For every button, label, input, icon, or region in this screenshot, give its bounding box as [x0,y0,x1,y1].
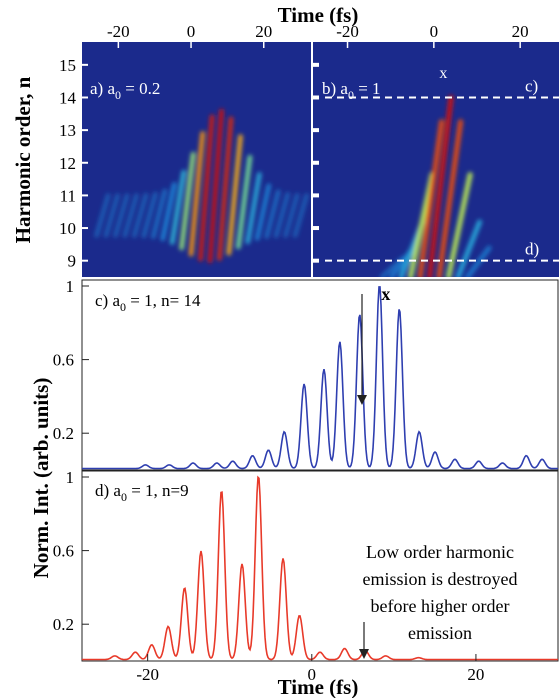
annotation-line-3: before higher order [371,596,510,616]
heatmap-b-streak [455,219,483,277]
heatmap-b-streak [427,94,454,277]
bottom-axis-title: Time (fs) [278,675,359,698]
heatmap-a-streak [217,116,234,261]
heatmap-a-streak [150,188,168,240]
panel-a-heatmap: -20 0 20 9 10 11 12 13 14 15 a) a0 = 0.2 [59,22,311,277]
panel-a-left-tick-label: 9 [68,252,77,271]
panel-c-y-tick-label: 0.6 [53,351,74,370]
panel-b-left-tick [313,160,319,165]
heatmap-a-streak [207,108,224,264]
panel-c-label: c) a0 = 1, n= 14 [95,291,201,314]
panel-a-label: a) a0 = 0.2 [90,79,160,102]
panel-b-left-tick [313,62,319,67]
heatmap-b-streak [446,172,473,277]
panel-d-line-plot: 0.2 0.6 1 -20 0 20 d) a0 = 1, n=9 Low order h… [53,468,559,684]
heatmap-a-streak [264,189,281,239]
panel-d-label: d) a0 = 1, n=9 [95,481,189,504]
heatmap-a-streak [198,114,215,262]
panel-b-left-tick [313,95,319,100]
heatmap-a-streak [226,134,243,256]
heatmap-a-streak [94,193,111,238]
panel-d-x-tick-label: 0 [308,665,317,684]
arrow-down-lower-head [359,649,369,659]
heatmap-a-streak [103,193,120,238]
heatmap-a-streak [122,193,139,238]
panel-b-left-tick [313,128,319,133]
panel-b-left-tick [313,193,319,198]
panel-d-x-tick-label: -20 [136,665,159,684]
panel-a-left-tick-label: 11 [60,186,76,205]
panel-b-heatmap: -20 0 20 b) a0 = 1 x c) d) [313,22,559,277]
arrow-down-upper-head [357,395,367,405]
panel-d-series-line [82,475,558,661]
panel-b-left-tick [313,226,319,231]
heatmap-a-streak [179,151,196,251]
panel-d-x-tick-label: 20 [467,665,484,684]
annotation-line-1: Low order harmonic [366,542,514,562]
heatmap-a-streak [245,172,262,245]
panel-b-top-tick-label: -20 [336,22,359,41]
panel-a-left-tick-label: 14 [59,88,77,107]
panel-b-x-mark: x [439,65,447,82]
panel-d-y-tick-label: 0.6 [53,542,74,561]
top-axis-title: Time (fs) [278,3,359,27]
heatmap-a-streak [160,182,177,242]
panel-d-y-tick-label: 1 [66,468,75,487]
heatmap-b-streak [465,245,492,277]
heatmap-a-streak [283,192,300,238]
panel-b-c-label: c) [525,76,538,95]
panel-c-frame [81,279,559,471]
heatmap-a-streak [273,191,290,239]
panel-a-left-tick-label: 13 [59,121,76,140]
panel-b-label: b) a0 = 1 [322,79,381,102]
panel-a-background [82,42,311,277]
norm-int-axis-title: Norm. Int. (arb. units) [29,378,53,579]
heatmap-a-streak [113,193,130,238]
panel-a-top-tick-label: 0 [187,22,196,41]
panel-d-frame [81,470,559,662]
heatmap-a-streak [141,191,158,239]
panel-a-left-tick-label: 10 [59,219,76,238]
heatmap-a-streak [188,131,205,257]
heatmap-a-streak [169,169,187,245]
panel-b-d-label: d) [525,240,539,259]
panel-a-left-tick-label: 12 [59,154,76,173]
heatmap-a-streak [254,183,272,241]
harmonic-order-axis-title: Harmonic order, n [11,76,35,243]
heatmap-a-streak [236,154,253,250]
heatmap-a-streak [292,193,309,238]
heatmap-b-streak [417,119,445,277]
panel-b-left-tick [313,258,319,263]
panel-c-series-line [82,286,558,470]
panel-d-y-tick-label: 0.2 [53,615,74,634]
panel-c-x-mark: x [381,284,390,304]
panel-a-left-tick-label: 15 [59,56,76,75]
annotation-line-2: emission is destroyed [363,569,518,589]
panel-a-top-tick-label: -20 [107,22,130,41]
panel-b-top-tick-label: 0 [430,22,439,41]
panel-c-y-tick-label: 0.2 [53,424,74,443]
annotation-line-4: emission [408,623,472,643]
panel-b-top-tick-label: 20 [512,22,529,41]
panel-c-line-plot: 0.2 0.6 1 c) a0 = 1, n= 14 x [53,277,559,471]
panel-a-top-tick-label: 20 [255,22,272,41]
panel-c-y-tick-label: 1 [66,277,75,296]
heatmap-a-streak [132,192,149,238]
panel-d-annotation: Low order harmonic emission is destroyed… [363,542,518,643]
heatmap-b-streak [436,119,464,277]
